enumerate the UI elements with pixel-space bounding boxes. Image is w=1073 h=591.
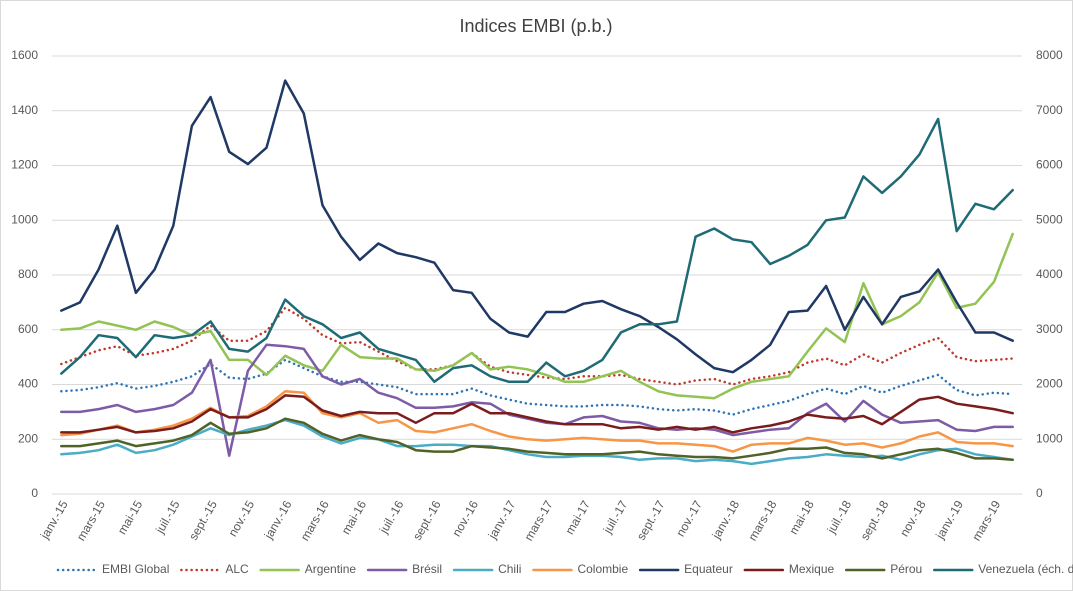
- y-tick-label: 1000: [11, 212, 38, 226]
- legend-label: Mexique: [789, 562, 835, 576]
- series-line: [60, 418, 1014, 466]
- y2-tick-label: 4000: [1036, 267, 1063, 281]
- legend-label: Brésil: [412, 562, 442, 576]
- y-tick-label: 400: [18, 377, 38, 391]
- legend-label: Colombie: [577, 562, 628, 576]
- series-line: [60, 117, 1014, 384]
- y2-tick-label: 0: [1036, 486, 1043, 500]
- y-tick-label: 200: [18, 431, 38, 445]
- y2-tick-label: 8000: [1036, 48, 1063, 62]
- series-line: [60, 358, 1014, 416]
- y-tick-label: 0: [31, 486, 38, 500]
- series-line: [60, 79, 1014, 374]
- y-tick-label: 1600: [11, 48, 38, 62]
- legend-label: EMBI Global: [102, 562, 169, 576]
- legend-label: Argentine: [305, 562, 357, 576]
- legend-label: ALC: [225, 562, 249, 576]
- y-tick-label: 1200: [11, 158, 38, 172]
- legend-label: Venezuela (éch. dr.): [978, 562, 1073, 576]
- series-line: [60, 343, 1014, 457]
- y2-tick-label: 7000: [1036, 103, 1063, 117]
- chart-title: Indices EMBI (p.b.): [459, 16, 612, 36]
- y2-tick-label: 6000: [1036, 158, 1063, 172]
- y-tick-label: 800: [18, 267, 38, 281]
- legend-label: Equateur: [684, 562, 733, 576]
- y2-tick-label: 5000: [1036, 212, 1063, 226]
- series-line: [60, 417, 1014, 462]
- y-tick-label: 600: [18, 322, 38, 336]
- legend-label: Pérou: [890, 562, 922, 576]
- y2-tick-label: 2000: [1036, 377, 1063, 391]
- y2-tick-label: 1000: [1036, 431, 1063, 445]
- y2-tick-label: 3000: [1036, 322, 1063, 336]
- legend-label: Chili: [498, 562, 521, 576]
- series-line: [60, 394, 1014, 434]
- y-tick-label: 1400: [11, 103, 38, 117]
